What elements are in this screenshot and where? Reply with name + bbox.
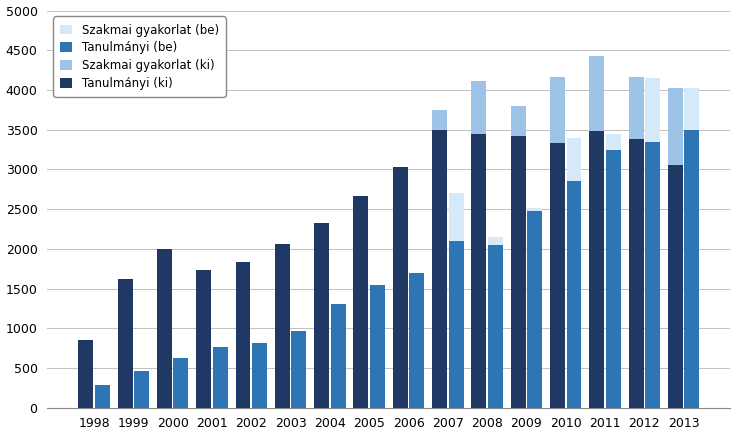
- Bar: [370, 285, 385, 408]
- Bar: [606, 150, 620, 408]
- Bar: [252, 343, 267, 408]
- Bar: [236, 262, 250, 408]
- Bar: [449, 241, 464, 408]
- Bar: [668, 88, 683, 165]
- Bar: [684, 88, 699, 129]
- Bar: [197, 270, 211, 408]
- Bar: [471, 134, 486, 408]
- Bar: [590, 131, 604, 408]
- Bar: [118, 279, 132, 408]
- Bar: [606, 134, 620, 150]
- Bar: [393, 167, 408, 408]
- Bar: [330, 304, 346, 408]
- Bar: [314, 223, 329, 408]
- Bar: [291, 331, 306, 408]
- Bar: [550, 77, 565, 143]
- Bar: [684, 129, 699, 408]
- Bar: [527, 208, 542, 211]
- Bar: [213, 347, 227, 408]
- Bar: [488, 245, 503, 408]
- Bar: [668, 165, 683, 408]
- Bar: [157, 249, 172, 408]
- Bar: [567, 181, 581, 408]
- Bar: [174, 358, 188, 408]
- Bar: [645, 78, 660, 142]
- Legend: Szakmai gyakorlat (be), Tanulmányi (be), Szakmai gyakorlat (ki), Tanulmányi (ki): Szakmai gyakorlat (be), Tanulmányi (be),…: [53, 17, 226, 97]
- Bar: [432, 110, 447, 129]
- Bar: [488, 237, 503, 245]
- Bar: [449, 193, 464, 241]
- Bar: [645, 142, 660, 408]
- Bar: [409, 272, 424, 408]
- Bar: [78, 340, 93, 408]
- Bar: [432, 129, 447, 408]
- Bar: [567, 138, 581, 181]
- Bar: [275, 244, 290, 408]
- Bar: [629, 139, 643, 408]
- Bar: [550, 143, 565, 408]
- Bar: [590, 56, 604, 131]
- Bar: [134, 371, 149, 408]
- Bar: [471, 81, 486, 134]
- Bar: [353, 197, 369, 408]
- Bar: [629, 77, 643, 139]
- Bar: [95, 385, 110, 408]
- Bar: [511, 136, 526, 408]
- Bar: [511, 106, 526, 136]
- Bar: [527, 211, 542, 408]
